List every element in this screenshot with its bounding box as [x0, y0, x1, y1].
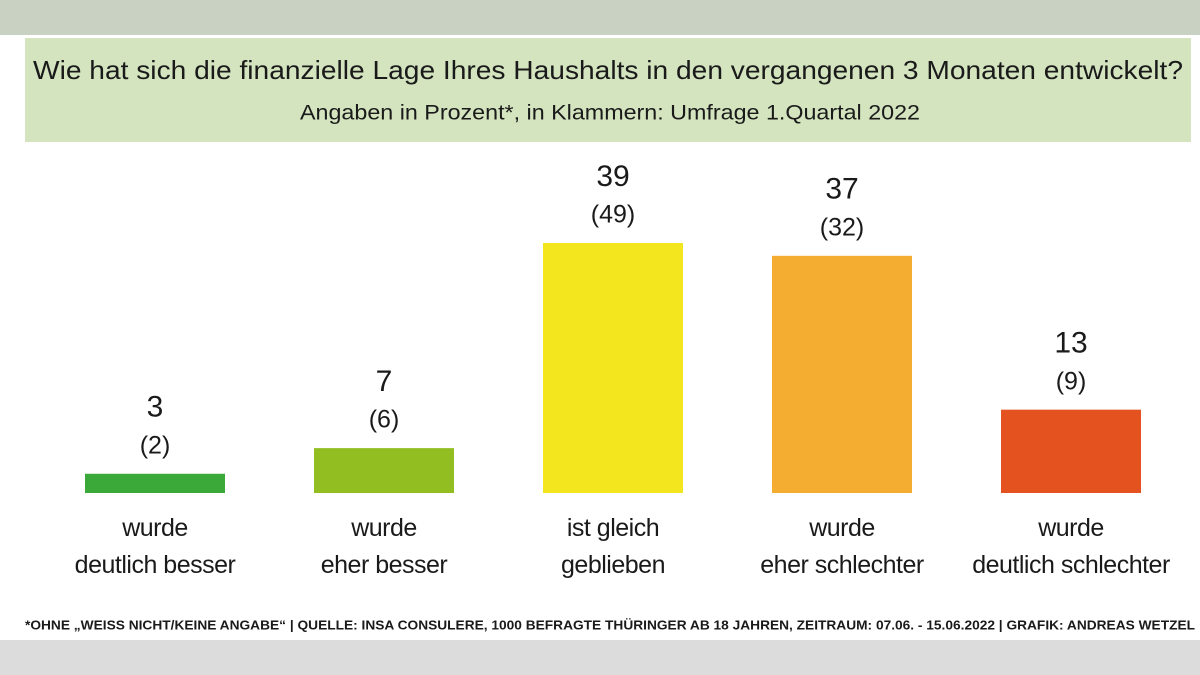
footnote: *OHNE „WEISS NICHT/KEINE ANGABE“ | QUELL… — [25, 617, 1195, 632]
comparison-label: (6) — [369, 406, 400, 434]
value-label: 37 — [825, 173, 858, 206]
bar — [314, 448, 454, 493]
category-label: wurde eher schlechter — [760, 514, 924, 579]
comparison-label: (9) — [1056, 367, 1087, 395]
bar — [1001, 409, 1141, 493]
bar — [543, 243, 683, 493]
category-label: wurde eher besser — [320, 514, 448, 579]
title-box — [25, 38, 1191, 142]
category-label: ist gleich geblieben — [561, 514, 665, 579]
top-band — [0, 0, 1200, 35]
chart-title: Wie hat sich die finanzielle Lage Ihres … — [33, 55, 1183, 85]
value-label: 39 — [596, 160, 629, 193]
bar — [772, 255, 912, 493]
chart-subtitle: Angaben in Prozent*, in Klammern: Umfrag… — [300, 102, 920, 125]
category-label: wurde deutlich schlechter — [972, 514, 1170, 579]
comparison-label: (49) — [591, 201, 635, 229]
comparison-label: (2) — [140, 431, 171, 459]
value-label: 3 — [147, 391, 164, 424]
bottom-band — [0, 640, 1200, 675]
value-label: 13 — [1054, 327, 1087, 360]
category-label: wurde deutlich besser — [74, 514, 236, 579]
bar — [85, 473, 225, 493]
value-label: 7 — [376, 365, 393, 398]
comparison-label: (32) — [820, 213, 864, 241]
